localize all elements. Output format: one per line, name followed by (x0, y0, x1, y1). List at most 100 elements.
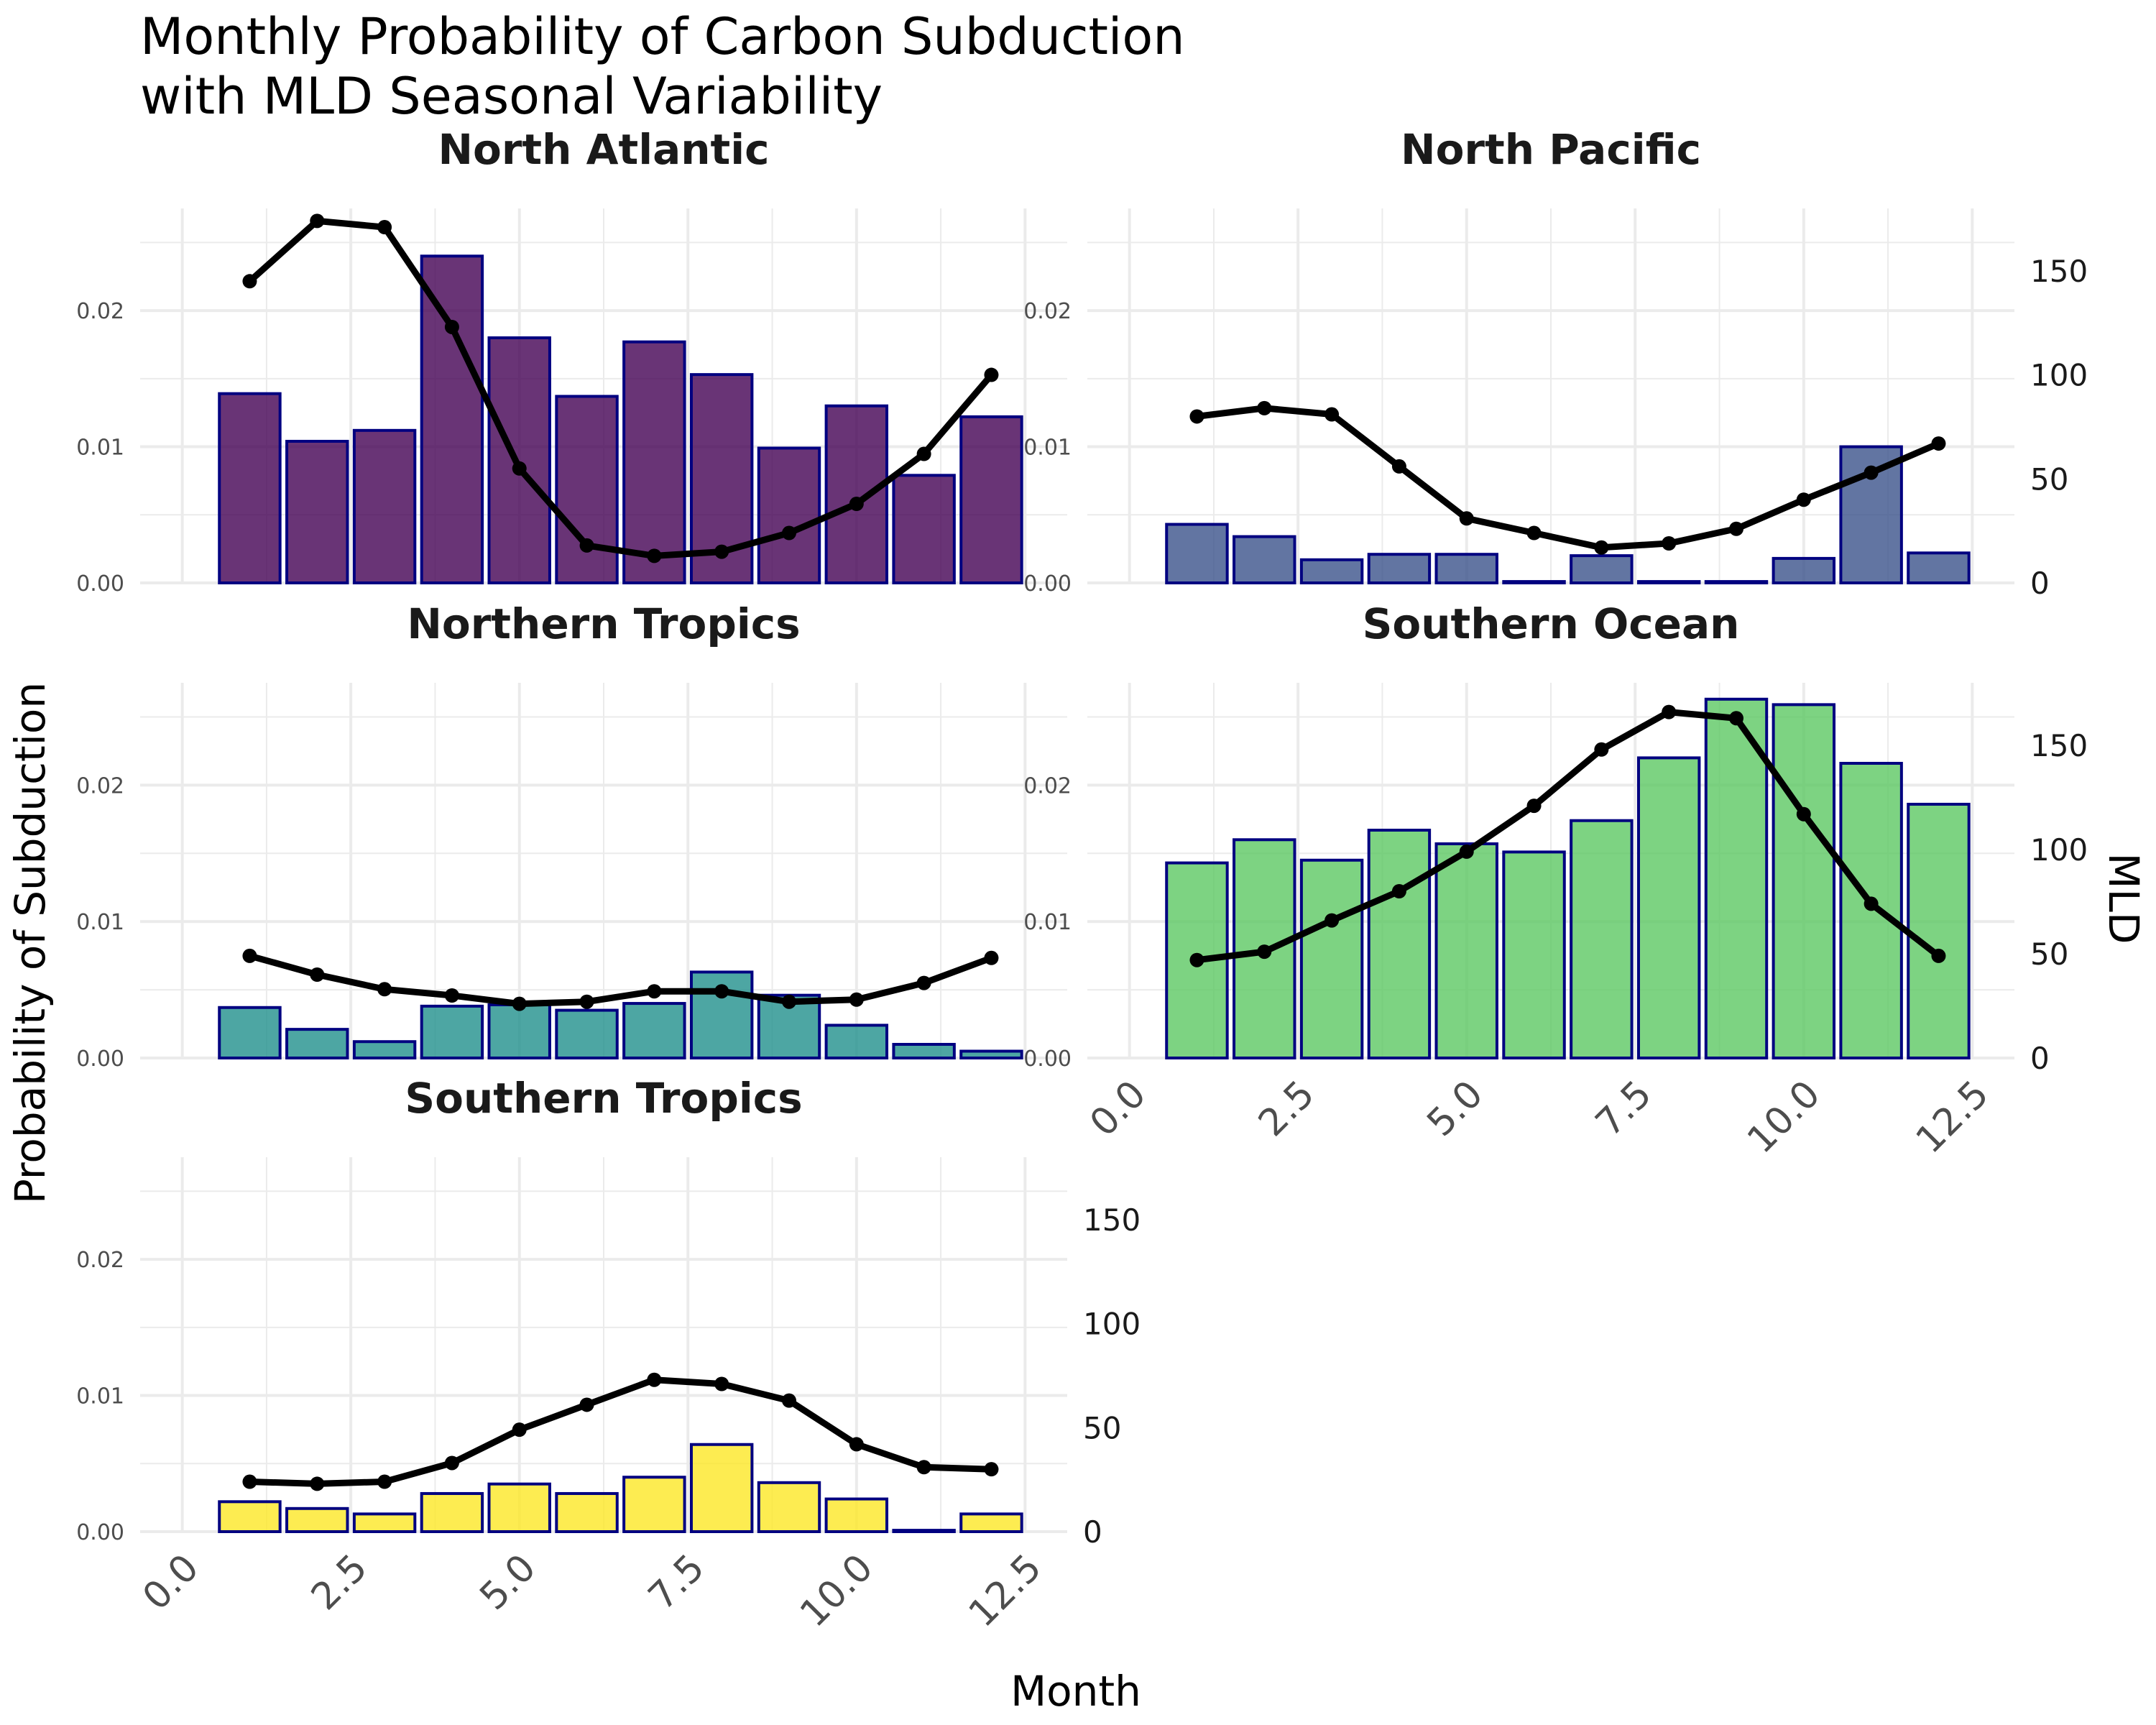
bars-north-pacific (1165, 445, 1971, 585)
mld-point-southern-tropics-7 (647, 1372, 662, 1387)
bar-north-pacific-12 (1907, 551, 1971, 585)
y2-tick-label: 50 (1083, 1410, 1121, 1445)
x-tick-label: 7.5 (640, 1546, 713, 1619)
bar-southern-tropics-7 (622, 1476, 686, 1534)
mld-point-north-atlantic-6 (579, 538, 594, 553)
y-tick-label: 0.02 (76, 299, 124, 324)
mld-point-southern-tropics-8 (714, 1376, 729, 1392)
mld-point-northern-tropics-7 (647, 984, 662, 999)
y-axis-title: Probability of Subduction (6, 682, 55, 1204)
bar-north-pacific-1 (1165, 523, 1229, 584)
x-axis-title: Month (1010, 1667, 1141, 1716)
bar-north-pacific-9 (1704, 580, 1769, 585)
mld-point-north-pacific-11 (1864, 465, 1879, 480)
mld-point-north-pacific-5 (1459, 511, 1474, 526)
y2-tick-label: 0 (1083, 1514, 1102, 1550)
mld-point-north-pacific-9 (1729, 521, 1743, 536)
bars-southern-tropics (218, 1443, 1023, 1534)
mld-point-southern-tropics-2 (310, 1476, 325, 1491)
mld-point-southern-tropics-5 (512, 1422, 527, 1438)
mld-point-northern-tropics-9 (782, 994, 796, 1009)
bar-northern-tropics-1 (218, 1006, 282, 1059)
bar-northern-tropics-2 (285, 1028, 349, 1059)
bar-southern-tropics-1 (218, 1500, 282, 1534)
panel-northern-tropics: Northern Tropics 0.00 0.01 0.02 (76, 599, 1067, 1072)
bar-southern-tropics-10 (824, 1497, 889, 1534)
y-tick-label: 0.02 (1023, 773, 1072, 799)
bar-southern-tropics-3 (352, 1512, 417, 1533)
mld-point-north-atlantic-4 (444, 319, 459, 334)
bar-northern-tropics-6 (555, 1008, 619, 1059)
y-tick-label: 0.01 (76, 910, 124, 935)
mld-point-northern-tropics-11 (916, 975, 931, 990)
x-tick-label: 7.5 (1588, 1072, 1660, 1145)
mld-point-southern-tropics-6 (579, 1397, 594, 1412)
mld-line-north-pacific (1194, 405, 1942, 551)
mld-point-southern-ocean-12 (1931, 948, 1946, 963)
bar-southern-ocean-9 (1704, 697, 1769, 1060)
bar-north-atlantic-3 (352, 428, 417, 584)
bar-north-pacific-4 (1367, 553, 1432, 584)
mld-point-southern-tropics-1 (242, 1474, 257, 1489)
bar-southern-tropics-6 (555, 1491, 619, 1533)
bar-northern-tropics-4 (420, 1004, 484, 1060)
mld-point-north-pacific-10 (1796, 492, 1811, 507)
y-tick-label: 0.00 (1023, 571, 1072, 597)
bar-northern-tropics-5 (487, 1003, 551, 1060)
grid-southern-tropics (140, 1157, 1067, 1533)
x-tick-label: 2.5 (303, 1546, 376, 1619)
chart-title-line-1: Monthly Probability of Carbon Subduction (140, 7, 1185, 66)
x-tick-label: 2.5 (1250, 1072, 1323, 1145)
bar-southern-tropics-9 (757, 1481, 821, 1534)
bar-northern-tropics-11 (892, 1043, 956, 1060)
bar-southern-ocean-5 (1434, 842, 1498, 1060)
bar-southern-ocean-8 (1636, 756, 1701, 1060)
bar-northern-tropics-7 (622, 1002, 686, 1060)
bar-northern-tropics-10 (824, 1024, 889, 1059)
mld-point-north-pacific-7 (1594, 540, 1609, 555)
y-tick-label: 0.00 (76, 571, 124, 597)
panel-title-northern-tropics: Northern Tropics (407, 599, 800, 648)
mld-point-northern-tropics-5 (512, 996, 527, 1011)
y-tick-label: 0.00 (76, 1520, 124, 1545)
y2-tick-label: 150 (2030, 728, 2088, 763)
x-tick-label: 0.0 (1082, 1072, 1154, 1145)
bar-north-atlantic-1 (218, 392, 282, 585)
y2-tick-label: 50 (2030, 461, 2068, 497)
bar-north-pacific-11 (1839, 445, 1903, 585)
x-tick-label: 0.0 (134, 1546, 207, 1619)
mld-point-northern-tropics-4 (444, 988, 459, 1003)
mld-point-north-atlantic-12 (984, 367, 999, 382)
mld-point-southern-ocean-1 (1189, 952, 1204, 967)
mld-point-north-pacific-1 (1189, 409, 1204, 424)
mld-point-northern-tropics-8 (714, 984, 729, 999)
y-tick-label: 0.02 (1023, 299, 1072, 324)
panel-title-north-pacific: North Pacific (1401, 125, 1701, 174)
bar-southern-ocean-4 (1367, 829, 1432, 1060)
y2-tick-label: 100 (2030, 358, 2088, 393)
panel-title-north-atlantic: North Atlantic (438, 125, 769, 174)
x-tick-label: 10.0 (792, 1546, 881, 1635)
bars-north-atlantic (218, 254, 1023, 585)
y2-axis-title: MLD (2099, 852, 2148, 944)
bar-southern-ocean-6 (1502, 850, 1566, 1059)
y2-tick-label: 150 (2030, 254, 2088, 289)
bar-north-atlantic-5 (487, 336, 551, 584)
x-tick-label: 12.5 (1908, 1072, 1997, 1162)
mld-point-north-pacific-12 (1931, 436, 1946, 451)
y-tick-label: 0.02 (76, 773, 124, 799)
bar-southern-tropics-4 (420, 1491, 484, 1533)
bar-north-pacific-6 (1502, 580, 1566, 585)
y2-tick-label: 100 (2030, 832, 2088, 868)
mld-point-north-atlantic-8 (714, 544, 729, 559)
bar-north-atlantic-9 (757, 446, 821, 584)
chart-title: Monthly Probability of Carbon Subduction… (140, 7, 1201, 126)
bar-southern-tropics-12 (959, 1512, 1023, 1533)
mld-point-southern-ocean-10 (1796, 806, 1811, 822)
mld-point-northern-tropics-12 (984, 950, 999, 965)
mld-point-north-pacific-3 (1325, 407, 1340, 422)
mld-line-southern-tropics (247, 1376, 995, 1487)
mld-point-southern-ocean-6 (1526, 799, 1542, 814)
